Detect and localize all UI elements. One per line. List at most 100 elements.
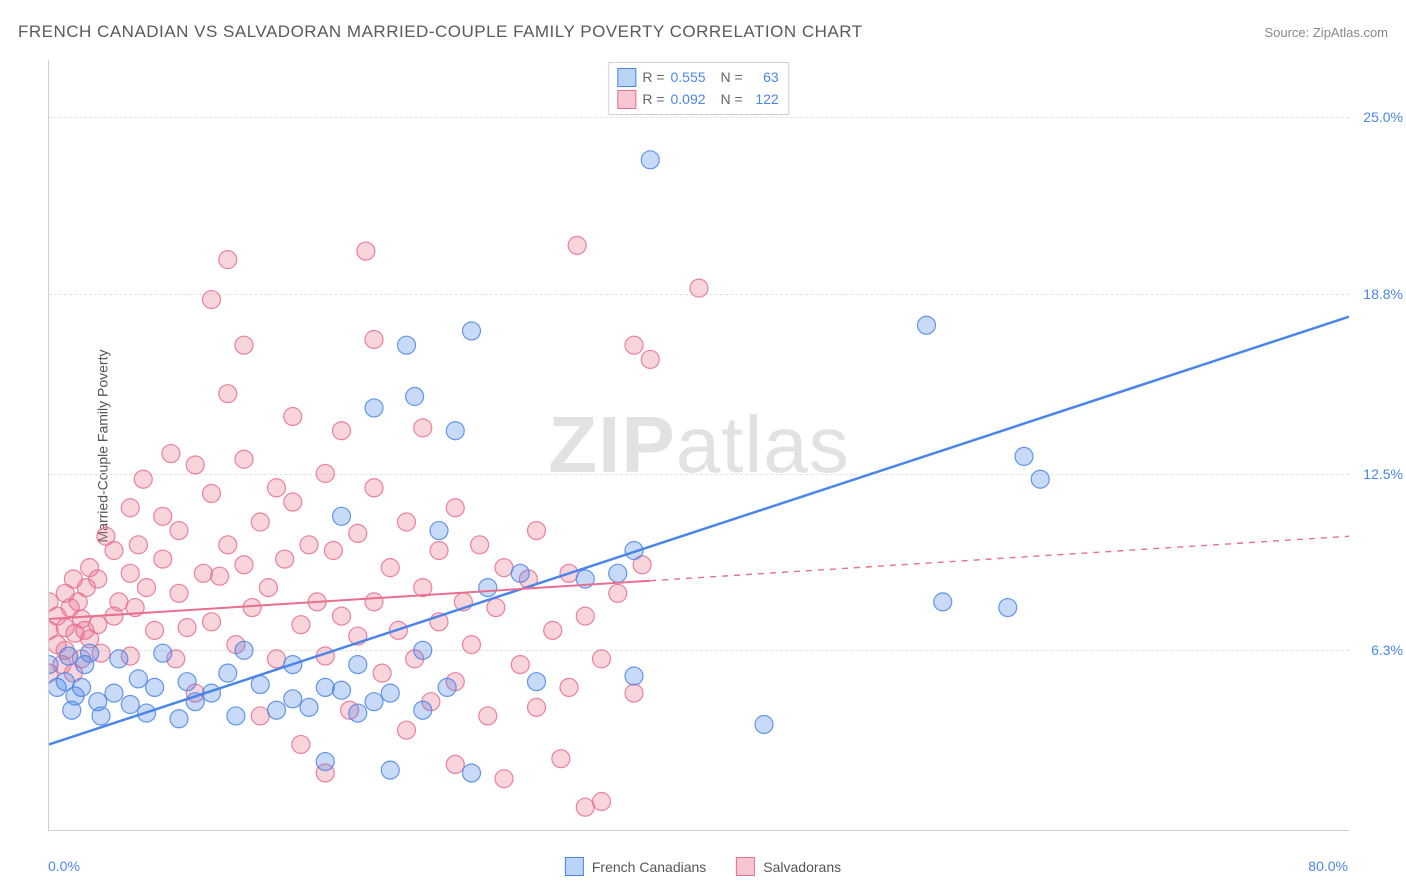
data-point (235, 336, 253, 354)
data-point (552, 750, 570, 768)
legend-swatch-pink (617, 90, 636, 109)
data-point (528, 698, 546, 716)
data-point (121, 564, 139, 582)
data-point (73, 678, 91, 696)
data-point (463, 764, 481, 782)
data-point (89, 570, 107, 588)
data-point (316, 678, 334, 696)
data-point (162, 445, 180, 463)
data-point (243, 599, 261, 617)
data-point (170, 522, 188, 540)
data-point (568, 236, 586, 254)
data-point (560, 678, 578, 696)
data-point (92, 707, 110, 725)
data-point (381, 761, 399, 779)
legend-swatch-blue (617, 68, 636, 87)
data-point (276, 550, 294, 568)
legend-item-french-canadians: French Canadians (565, 857, 706, 876)
data-point (398, 513, 416, 531)
data-point (251, 707, 269, 725)
data-point (430, 542, 448, 560)
data-point (333, 422, 351, 440)
data-point (203, 291, 221, 309)
data-point (414, 419, 432, 437)
data-point (333, 681, 351, 699)
data-point (463, 322, 481, 340)
legend-label: French Canadians (592, 859, 706, 875)
data-point (333, 607, 351, 625)
data-point (1031, 470, 1049, 488)
data-point (479, 707, 497, 725)
data-point (268, 479, 286, 497)
data-point (235, 641, 253, 659)
data-point (528, 673, 546, 691)
data-point (381, 559, 399, 577)
data-point (105, 684, 123, 702)
data-point (154, 507, 172, 525)
data-point (918, 316, 936, 334)
data-point (511, 564, 529, 582)
data-point (625, 684, 643, 702)
x-tick-right: 80.0% (1308, 858, 1348, 874)
data-point (349, 524, 367, 542)
data-point (934, 593, 952, 611)
x-tick-left: 0.0% (48, 858, 80, 874)
data-point (81, 644, 99, 662)
y-tick-label: 18.8% (1353, 286, 1403, 302)
bottom-legend: French Canadians Salvadorans (565, 857, 841, 876)
data-point (284, 493, 302, 511)
data-point (495, 770, 513, 788)
data-point (487, 599, 505, 617)
data-point (609, 584, 627, 602)
legend-swatch-blue-bottom (565, 857, 584, 876)
data-point (138, 579, 156, 597)
stats-legend: R = 0.555 N = 63 R = 0.092 N = 122 (608, 62, 789, 115)
data-point (89, 616, 107, 634)
data-point (414, 641, 432, 659)
data-point (381, 684, 399, 702)
data-point (690, 279, 708, 297)
data-point (406, 388, 424, 406)
data-point (251, 513, 269, 531)
data-point (129, 536, 147, 554)
data-point (446, 422, 464, 440)
scatter-svg (49, 60, 1349, 830)
data-point (463, 636, 481, 654)
data-point (609, 564, 627, 582)
data-point (178, 619, 196, 637)
trend-line-extrapolated (650, 536, 1349, 580)
data-point (641, 350, 659, 368)
data-point (625, 336, 643, 354)
data-point (134, 470, 152, 488)
data-point (349, 656, 367, 674)
data-point (129, 670, 147, 688)
data-point (105, 542, 123, 560)
data-point (178, 673, 196, 691)
data-point (259, 579, 277, 597)
data-point (1015, 447, 1033, 465)
data-point (154, 644, 172, 662)
data-point (576, 798, 594, 816)
data-point (365, 593, 383, 611)
data-point (219, 664, 237, 682)
data-point (292, 735, 310, 753)
data-point (170, 584, 188, 602)
data-point (235, 556, 253, 574)
data-point (211, 567, 229, 585)
data-point (511, 656, 529, 674)
data-point (999, 599, 1017, 617)
data-point (495, 559, 513, 577)
data-point (316, 465, 334, 483)
data-point (593, 792, 611, 810)
data-point (203, 484, 221, 502)
data-point (373, 664, 391, 682)
data-point (446, 755, 464, 773)
data-point (219, 536, 237, 554)
data-point (121, 499, 139, 517)
data-point (300, 698, 318, 716)
source-attribution: Source: ZipAtlas.com (1264, 25, 1388, 40)
data-point (219, 385, 237, 403)
data-point (333, 507, 351, 525)
data-point (284, 407, 302, 425)
y-tick-label: 6.3% (1353, 642, 1403, 658)
